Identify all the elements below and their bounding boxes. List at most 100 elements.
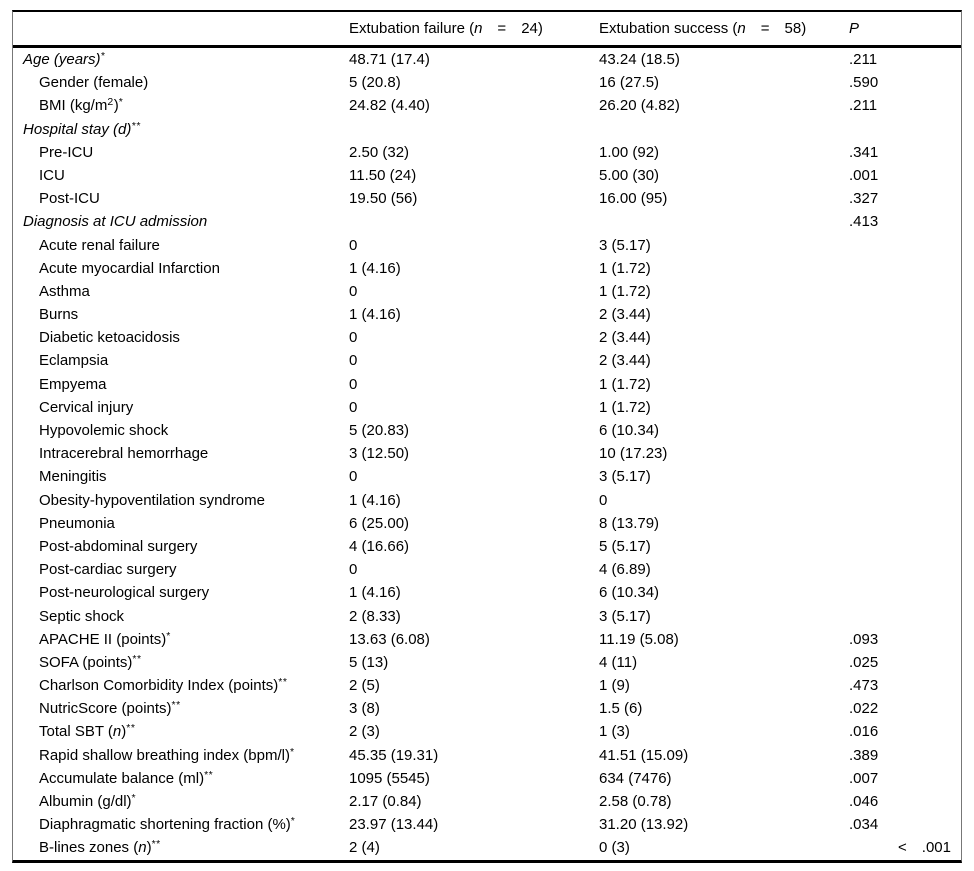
row-label: Asthma <box>39 282 90 300</box>
row-label: Pneumonia <box>39 514 115 532</box>
table-row: Diagnosis at ICU admission .413 <box>13 210 961 233</box>
cell-extubation-success-value: 2 (3.44) <box>599 329 651 347</box>
cell-extubation-success-value: 1.00 (92) <box>599 143 660 161</box>
table-row: Age (years)* 48.71 (17.4) 43.24 (18.5) .211 <box>13 48 961 71</box>
col-header-p: P <box>849 20 860 37</box>
cell-extubation-success-value: 0 <box>599 491 608 509</box>
cell-extubation-success-value: 6 (10.34) <box>599 422 660 439</box>
cell-p-value <box>849 234 961 257</box>
row-label: Septic shock <box>39 607 125 625</box>
cell-extubation-failure-value: 2 (3) <box>349 723 380 741</box>
table-row: NutricScore (points)** 3 (8) 1.5 (6) .022 <box>13 697 961 720</box>
cell-p-value <box>849 558 961 581</box>
cell-p-value <box>849 257 961 280</box>
table-row: Asthma 0 1 (1.72) <box>13 280 961 303</box>
cell-p-value: .327 <box>849 190 879 208</box>
table-row: Post-cardiac surgery 0 4 (6.89) <box>13 558 961 581</box>
cell-extubation-failure-value: 3 (8) <box>349 700 380 718</box>
cell-extubation-success-value: 6 (10.34) <box>599 584 660 602</box>
cell-extubation-failure-value: 48.71 (17.4) <box>349 51 430 68</box>
cell-extubation-failure-value: 0 <box>349 282 358 300</box>
table-row: B-lines zones (n)** 2 (4) 0 (3) < .001 <box>13 836 961 859</box>
row-label: Age (years)* <box>23 50 106 68</box>
cell-extubation-success-value: 16.00 (95) <box>599 190 668 208</box>
cell-p-value <box>849 581 961 604</box>
cell-extubation-success-value: 1 (1.72) <box>599 259 651 277</box>
cell-extubation-success-value <box>599 118 849 143</box>
cell-p-value <box>849 442 961 465</box>
row-label: Total SBT (n)** <box>39 722 136 741</box>
table-row: Acute myocardial Infarction 1 (4.16) 1 (1.… <box>13 257 961 280</box>
cell-extubation-success-value: 3 (5.17) <box>599 607 651 625</box>
table-row: Acute renal failure 0 3 (5.17) <box>13 234 961 257</box>
cell-extubation-success-value: 2 (3.44) <box>599 352 651 370</box>
row-label: Intracerebral hemorrhage <box>39 445 209 463</box>
cell-extubation-success-value: 26.20 (4.82) <box>599 97 680 115</box>
table-row: SOFA (points)** 5 (13) 4 (11) .025 <box>13 651 961 674</box>
cell-extubation-failure-value: 5 (20.8) <box>349 74 401 92</box>
cell-extubation-failure-value: 1 (4.16) <box>349 259 401 277</box>
cell-extubation-failure-value: 45.35 (19.31) <box>349 746 439 764</box>
row-label: SOFA (points)** <box>39 652 142 671</box>
cell-extubation-failure-value: 0 <box>349 561 358 579</box>
cell-p-value <box>849 396 961 419</box>
cell-extubation-success-value: 2 (3.44) <box>599 306 651 324</box>
cell-extubation-failure-value: 0 <box>349 329 358 347</box>
row-label: Rapid shallow breathing index (bpm/l)* <box>39 745 295 764</box>
cell-extubation-failure-value: 1095 (5545) <box>349 769 430 787</box>
cell-p-value: .001 <box>849 166 879 184</box>
row-label: Diabetic ketoacidosis <box>39 329 180 347</box>
cell-extubation-failure-value: 5 (13) <box>349 653 389 671</box>
row-label: Post-ICU <box>39 190 100 208</box>
cell-extubation-failure-value: 19.50 (56) <box>349 190 418 208</box>
cell-extubation-failure-value: 2 (5) <box>349 677 380 695</box>
row-label: NutricScore (points)** <box>39 699 181 718</box>
cell-p-value: .341 <box>849 143 879 161</box>
cell-p-value: .025 <box>849 653 879 671</box>
row-label: Accumulate balance (ml)** <box>39 768 214 787</box>
cell-p-value: .034 <box>849 816 879 834</box>
cell-extubation-failure-value: 0 <box>349 468 358 486</box>
cell-extubation-failure-value: 2.17 (0.84) <box>349 793 422 810</box>
cell-p-value <box>849 489 961 512</box>
row-label: Acute renal failure <box>39 236 160 254</box>
table-row: Empyema 0 1 (1.72) <box>13 373 961 396</box>
cell-p-value <box>849 419 961 442</box>
table-row: Eclampsia 0 2 (3.44) <box>13 349 961 372</box>
row-label: Burns <box>39 306 79 324</box>
cell-p-value: .022 <box>849 700 879 718</box>
cell-extubation-failure-value: 0 <box>349 236 358 254</box>
row-label: Empyema <box>39 375 107 393</box>
cell-p-value <box>849 280 961 303</box>
table-row: Post-neurological surgery 1 (4.16) 6 (10.3… <box>13 581 961 604</box>
table-row: Accumulate balance (ml)** 1095 (5545) 634 … <box>13 767 961 790</box>
cell-p-value <box>849 373 961 396</box>
table-row: Meningitis 0 3 (5.17) <box>13 465 961 488</box>
table-row: Albumin (g/dl)* 2.17 (0.84) 2.58 (0.78) .04… <box>13 790 961 813</box>
table-body: Age (years)* 48.71 (17.4) 43.24 (18.5) .211… <box>13 48 961 860</box>
table-row: Post-ICU 19.50 (56) 16.00 (95) .327 <box>13 187 961 210</box>
cell-p-value <box>849 349 961 372</box>
cell-p-value: .413 <box>849 213 879 231</box>
col-header-extubation-failure: Extubation failure (n = 24) <box>349 20 543 37</box>
cell-extubation-failure-value: 3 (12.50) <box>349 445 410 463</box>
cell-p-value: < .001 <box>898 839 951 857</box>
row-label: Pre-ICU <box>39 143 94 161</box>
table-row: BMI (kg/m2)* 24.82 (4.40) 26.20 (4.82) .211 <box>13 94 961 117</box>
cell-extubation-success-value: 1 (1.72) <box>599 398 651 416</box>
table-row: Diabetic ketoacidosis 0 2 (3.44) <box>13 326 961 349</box>
cell-p-value <box>849 605 961 628</box>
table-row: Pneumonia 6 (25.00) 8 (13.79) <box>13 512 961 535</box>
cell-extubation-failure-value: 11.50 (24) <box>349 166 417 184</box>
table-row: Post-abdominal surgery 4 (16.66) 5 (5.17) <box>13 535 961 558</box>
cell-extubation-success-value: 4 (6.89) <box>599 561 651 579</box>
cell-extubation-success-value: 10 (17.23) <box>599 445 668 463</box>
table-row: Septic shock 2 (8.33) 3 (5.17) <box>13 605 961 628</box>
cell-p-value: .046 <box>849 793 879 810</box>
cell-extubation-success-value: 3 (5.17) <box>599 236 651 254</box>
cell-extubation-failure-value: 0 <box>349 398 358 416</box>
cell-extubation-success-value: 31.20 (13.92) <box>599 816 689 834</box>
row-label: Diagnosis at ICU admission <box>23 213 208 231</box>
cell-extubation-success-value: 1 (1.72) <box>599 282 651 300</box>
cell-extubation-failure-value: 1 (4.16) <box>349 584 401 602</box>
